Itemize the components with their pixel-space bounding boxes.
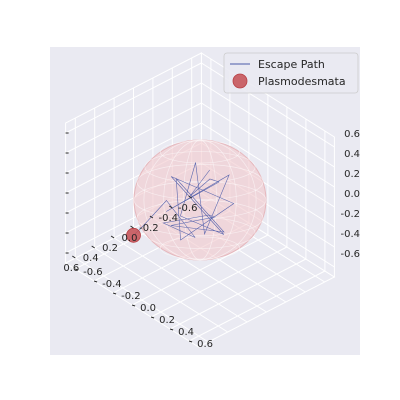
sphere-latitude	[136, 200, 264, 236]
grid-line	[201, 122, 335, 208]
x-tick-label: -0.4	[159, 213, 179, 224]
x-tick	[91, 245, 95, 249]
legend: Escape Path Plasmodesmata	[223, 52, 359, 94]
y-tick-label: -0.2	[121, 291, 141, 302]
grid-line	[201, 102, 335, 188]
legend-label-plasmodesmata: Plasmodesmata	[258, 75, 346, 88]
y-tick-label: 0.0	[140, 303, 156, 314]
grid-line	[65, 62, 202, 134]
x-tick-label: -0.2	[139, 223, 159, 234]
sphere-mesh	[133, 139, 267, 261]
y-tick-label: -0.4	[102, 279, 122, 290]
escape-path-line	[133, 162, 235, 241]
x-tick	[169, 205, 173, 209]
sphere-meridian	[143, 139, 257, 261]
x-tick	[110, 235, 115, 239]
y-tick	[169, 328, 174, 331]
sphere-latitude	[133, 181, 267, 219]
z-tick-label: 0.0	[344, 189, 360, 200]
grid-line	[75, 257, 209, 343]
sphere-latitude	[144, 217, 256, 249]
y-tick	[188, 340, 193, 343]
grid-line	[169, 258, 307, 330]
z-tick-label: -0.4	[340, 229, 360, 240]
grid-line	[201, 62, 335, 148]
y-tick-label: 0.6	[197, 339, 213, 350]
x-tick-label: 0.0	[122, 233, 138, 244]
grid-line	[65, 102, 202, 174]
grid-line	[113, 237, 248, 323]
x-tick	[72, 255, 76, 259]
y-tick	[74, 268, 79, 271]
y-tick-label: 0.4	[178, 327, 194, 338]
x-tick-label: 0.4	[83, 253, 99, 264]
sphere-latitude	[160, 140, 240, 164]
z-tick-label: -0.6	[340, 249, 360, 260]
x-tick-label: 0.6	[63, 263, 79, 274]
grid-line	[65, 122, 202, 194]
z-tick-label: 0.4	[344, 149, 360, 160]
grid-line	[94, 247, 228, 333]
z-tick-label: 0.2	[344, 169, 360, 180]
x-tick-label: -0.6	[178, 203, 198, 214]
x-tick	[149, 215, 154, 219]
plasmodesmata-point	[126, 227, 141, 243]
legend-label-escape-path: Escape Path	[258, 58, 325, 71]
y-tick	[131, 304, 136, 307]
legend-circle-swatch	[232, 73, 248, 89]
legend-box	[223, 52, 359, 94]
y-tick-label: 0.2	[159, 315, 175, 326]
grid-line	[65, 82, 202, 154]
grid-line	[131, 234, 269, 306]
z-tick-label: -0.2	[340, 209, 360, 220]
x-tick-label: 0.2	[102, 243, 118, 254]
grid-line	[150, 246, 288, 318]
y-tick-label: -0.6	[83, 267, 103, 278]
y-tick	[93, 280, 98, 283]
x-tick	[130, 225, 134, 229]
z-tick-label: 0.6	[344, 129, 360, 140]
grid-line	[201, 82, 335, 168]
tick-labels: -0.6-0.4-0.20.00.20.40.6 -0.6-0.4-0.20.00…	[63, 129, 360, 350]
y-tick	[112, 292, 117, 295]
y-tick	[150, 316, 155, 319]
x-tick	[188, 195, 192, 199]
grid-line	[188, 270, 326, 342]
sphere-latitude	[160, 236, 240, 260]
